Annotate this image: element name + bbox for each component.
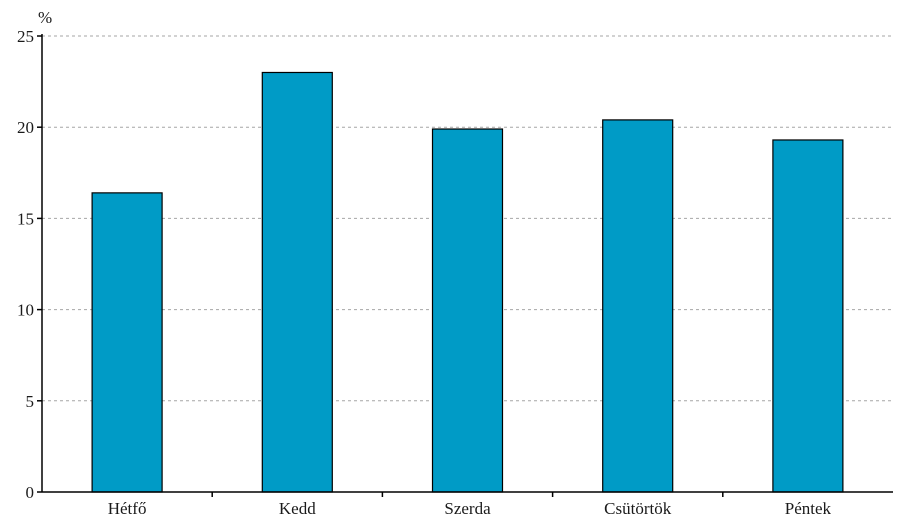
- y-tick-labels: 0 5 10 15 20 25: [17, 27, 34, 502]
- y-axis-unit-label: %: [38, 8, 52, 27]
- y-tick-label-25: 25: [17, 27, 34, 46]
- bar-4: [772, 139, 844, 493]
- x-tick-label-4: Péntek: [785, 499, 832, 518]
- y-tick-label-0: 0: [26, 483, 35, 502]
- gridlines: [42, 35, 893, 402]
- bar-3: [602, 119, 674, 493]
- x-tick-label-0: Hétfő: [108, 499, 147, 518]
- y-tick-label-10: 10: [17, 301, 34, 320]
- y-tick-label-5: 5: [26, 392, 35, 411]
- y-tick-label-20: 20: [17, 118, 34, 137]
- y-tick-label-15: 15: [17, 209, 34, 228]
- x-tick-label-3: Csütörtök: [604, 499, 672, 518]
- axes: [37, 34, 893, 497]
- bar-2: [431, 128, 504, 493]
- bars: [91, 71, 844, 493]
- bar-1: [261, 71, 333, 493]
- x-tick-labels: Hétfő Kedd Szerda Csütörtök Péntek: [108, 499, 832, 518]
- bar-0: [91, 192, 163, 493]
- x-tick-label-2: Szerda: [444, 499, 491, 518]
- x-tick-label-1: Kedd: [279, 499, 316, 518]
